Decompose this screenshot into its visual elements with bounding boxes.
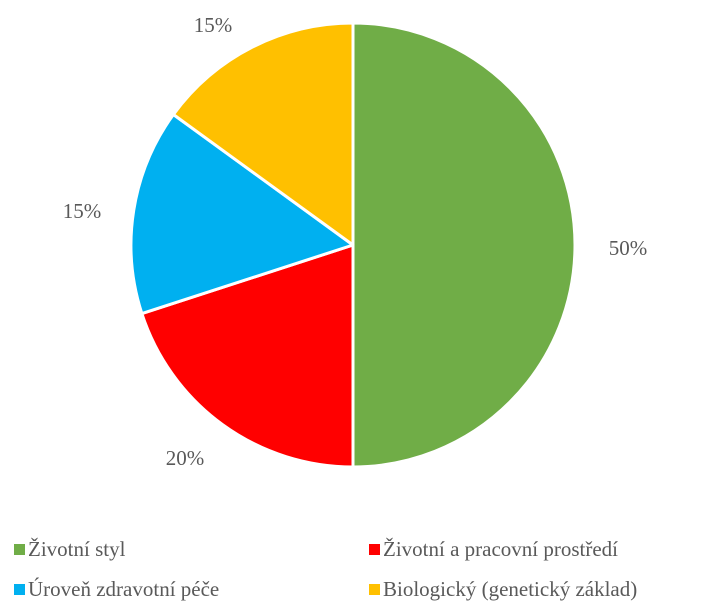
legend-label-1: Životní styl	[28, 537, 126, 561]
legend-swatch-1	[14, 543, 25, 555]
legend-swatch-3	[14, 583, 25, 595]
legend-item-3: Úroveň zdravotní péče	[14, 576, 369, 602]
slice-data-label-4: 15%	[194, 13, 233, 37]
pie-slice-3	[129, 113, 355, 316]
pie-chart: 50% 20% 15% 15%	[63, 13, 648, 470]
legend-item-4: Biologický (genetický základ)	[369, 576, 704, 602]
slice-data-label-2: 20%	[166, 446, 205, 470]
legend-label-2: Životní a pracovní prostředí	[383, 537, 619, 561]
legend-item-1: Životní styl	[14, 536, 369, 562]
slice-data-label-1: 50%	[609, 236, 648, 260]
slice-data-label-3: 15%	[63, 199, 102, 223]
pie-data-labels: 50% 20% 15% 15%	[63, 13, 648, 470]
legend-label-3: Úroveň zdravotní péče	[28, 577, 220, 601]
legend-item-2: Životní a pracovní prostředí	[369, 536, 704, 562]
pie-slice-4	[171, 21, 355, 247]
pie-slice-1	[351, 21, 577, 469]
legend-swatch-2	[369, 543, 380, 555]
pie-slice-2	[140, 243, 355, 469]
legend-label-4: Biologický (genetický základ)	[383, 577, 638, 601]
chart-legend: Životní styl Životní a pracovní prostředí…	[14, 536, 704, 602]
legend-swatch-4	[369, 583, 380, 595]
pie-slices	[129, 21, 577, 469]
